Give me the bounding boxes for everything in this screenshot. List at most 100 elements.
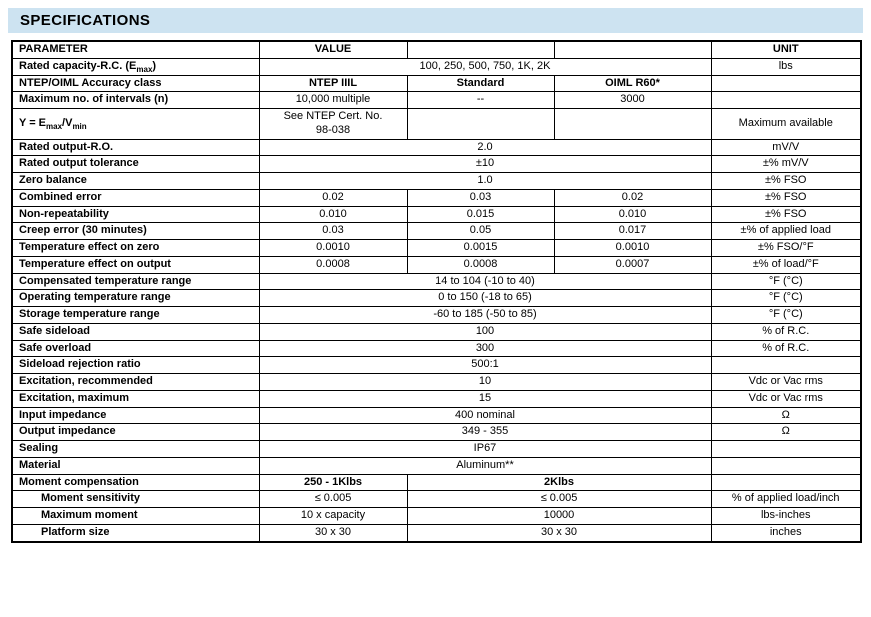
param-sealing: Sealing — [11, 440, 260, 458]
value-non-repeatability-1: 0.010 — [258, 205, 408, 224]
unit-zero-balance: ±% FSO — [710, 172, 862, 190]
param-safe-sideload: Safe sideload — [11, 322, 260, 341]
value-accuracy-ntep: NTEP IIIL — [258, 74, 408, 93]
value-max-intervals-3: 3000 — [553, 91, 712, 109]
value-material: Aluminum** — [258, 456, 712, 475]
table-row-y-emax-vmin: Y = Emax/Vmin See NTEP Cert. No. 98-038 … — [11, 108, 862, 140]
value-excitation-recommended: 10 — [258, 373, 712, 391]
value-combined-error-2: 0.03 — [406, 188, 555, 207]
value-moment-sensitivity-2: ≤ 0.005 — [406, 490, 712, 508]
value-y-empty-2 — [406, 108, 555, 140]
value-output-impedance: 349 - 355 — [258, 423, 712, 441]
unit-sealing — [710, 440, 862, 458]
value-input-impedance: 400 nominal — [258, 406, 712, 425]
value-accuracy-oiml: OIML R60* — [553, 74, 712, 93]
unit-compensated-temp-range: °F (°C) — [710, 272, 862, 291]
value-safe-sideload: 100 — [258, 322, 712, 341]
value-storage-temp-range: -60 to 185 (-50 to 85) — [258, 306, 712, 324]
value-temp-effect-output-1: 0.0008 — [258, 255, 408, 274]
param-moment-sensitivity: Moment sensitivity — [11, 490, 260, 508]
header-unit: UNIT — [710, 40, 862, 59]
table-row-rated-output-tolerance: Rated output tolerance ±10 ±% mV/V — [11, 155, 862, 173]
table-row-creep-error: Creep error (30 minutes) 0.03 0.05 0.017… — [11, 222, 862, 240]
table-row-compensated-temp-range: Compensated temperature range 14 to 104 … — [11, 272, 862, 291]
unit-accuracy-class — [710, 74, 862, 93]
table-header-row: PARAMETER VALUE UNIT — [11, 40, 862, 59]
value-moment-compensation-1: 250 - 1Klbs — [258, 473, 408, 492]
param-moment-compensation: Moment compensation — [11, 473, 260, 492]
param-temp-effect-output: Temperature effect on output — [11, 255, 260, 274]
datasheet-page: SPECIFICATIONS PARAMETER VALUE UNIT Rate… — [8, 8, 863, 543]
table-row-rated-output: Rated output-R.O. 2.0 mV/V — [11, 138, 862, 157]
param-material: Material — [11, 456, 260, 475]
value-zero-balance: 1.0 — [258, 172, 712, 190]
param-non-repeatability: Non-repeatability — [11, 205, 260, 224]
unit-output-impedance: Ω — [710, 423, 862, 441]
table-row-zero-balance: Zero balance 1.0 ±% FSO — [11, 172, 862, 190]
param-output-impedance: Output impedance — [11, 423, 260, 441]
table-row-excitation-maximum: Excitation, maximum 15 Vdc or Vac rms — [11, 389, 862, 408]
header-value: VALUE — [258, 40, 408, 59]
value-temp-effect-zero-2: 0.0015 — [406, 239, 555, 257]
unit-moment-compensation — [710, 473, 862, 492]
unit-combined-error: ±% FSO — [710, 188, 862, 207]
param-maximum-moment: Maximum moment — [11, 507, 260, 525]
unit-moment-sensitivity: % of applied load/inch — [710, 490, 862, 508]
header-parameter: PARAMETER — [11, 40, 260, 59]
table-row-operating-temp-range: Operating temperature range 0 to 150 (-1… — [11, 289, 862, 307]
table-row-maximum-moment: Maximum moment 10 x capacity 10000 lbs-i… — [11, 507, 862, 525]
value-temp-effect-output-2: 0.0008 — [406, 255, 555, 274]
unit-sideload-rejection — [710, 356, 862, 374]
table-row-sideload-rejection: Sideload rejection ratio 500:1 — [11, 356, 862, 374]
unit-safe-overload: % of R.C. — [710, 339, 862, 358]
table-row-non-repeatability: Non-repeatability 0.010 0.015 0.010 ±% F… — [11, 205, 862, 224]
param-accuracy-class: NTEP/OIML Accuracy class — [11, 74, 260, 93]
value-platform-size-1: 30 x 30 — [258, 523, 408, 543]
value-combined-error-3: 0.02 — [553, 188, 712, 207]
table-row-temp-effect-output: Temperature effect on output 0.0008 0.00… — [11, 255, 862, 274]
unit-excitation-maximum: Vdc or Vac rms — [710, 389, 862, 408]
page-title: SPECIFICATIONS — [20, 12, 151, 29]
value-compensated-temp-range: 14 to 104 (-10 to 40) — [258, 272, 712, 291]
table-row-moment-sensitivity: Moment sensitivity ≤ 0.005 ≤ 0.005 % of … — [11, 490, 862, 508]
unit-temp-effect-output: ±% of load/°F — [710, 255, 862, 274]
table-row-input-impedance: Input impedance 400 nominal Ω — [11, 406, 862, 425]
unit-non-repeatability: ±% FSO — [710, 205, 862, 224]
unit-rated-output-tolerance: ±% mV/V — [710, 155, 862, 173]
header-empty-col2 — [406, 40, 555, 59]
param-sideload-rejection: Sideload rejection ratio — [11, 356, 260, 374]
value-rated-output: 2.0 — [258, 138, 712, 157]
value-non-repeatability-2: 0.015 — [406, 205, 555, 224]
param-combined-error: Combined error — [11, 188, 260, 207]
unit-storage-temp-range: °F (°C) — [710, 306, 862, 324]
unit-rated-output: mV/V — [710, 138, 862, 157]
unit-max-intervals — [710, 91, 862, 109]
table-row-storage-temp-range: Storage temperature range -60 to 185 (-5… — [11, 306, 862, 324]
unit-creep-error: ±% of applied load — [710, 222, 862, 240]
value-temp-effect-output-3: 0.0007 — [553, 255, 712, 274]
value-creep-error-2: 0.05 — [406, 222, 555, 240]
value-max-intervals-2: -- — [406, 91, 555, 109]
value-safe-overload: 300 — [258, 339, 712, 358]
value-creep-error-3: 0.017 — [553, 222, 712, 240]
table-row-platform-size: Platform size 30 x 30 30 x 30 inches — [11, 523, 862, 543]
value-rated-output-tolerance: ±10 — [258, 155, 712, 173]
param-temp-effect-zero: Temperature effect on zero — [11, 239, 260, 257]
value-temp-effect-zero-1: 0.0010 — [258, 239, 408, 257]
table-row-temp-effect-zero: Temperature effect on zero 0.0010 0.0015… — [11, 239, 862, 257]
param-safe-overload: Safe overload — [11, 339, 260, 358]
unit-safe-sideload: % of R.C. — [710, 322, 862, 341]
unit-y-emax-vmin: Maximum available — [710, 108, 862, 140]
unit-temp-effect-zero: ±% FSO/°F — [710, 239, 862, 257]
param-operating-temp-range: Operating temperature range — [11, 289, 260, 307]
table-row-safe-sideload: Safe sideload 100 % of R.C. — [11, 322, 862, 341]
table-row-sealing: Sealing IP67 — [11, 440, 862, 458]
unit-material — [710, 456, 862, 475]
value-maximum-moment-2: 10000 — [406, 507, 712, 525]
param-max-intervals: Maximum no. of intervals (n) — [11, 91, 260, 109]
value-moment-sensitivity-1: ≤ 0.005 — [258, 490, 408, 508]
unit-rated-capacity: lbs — [710, 57, 862, 76]
unit-input-impedance: Ω — [710, 406, 862, 425]
param-excitation-recommended: Excitation, recommended — [11, 373, 260, 391]
param-zero-balance: Zero balance — [11, 172, 260, 190]
